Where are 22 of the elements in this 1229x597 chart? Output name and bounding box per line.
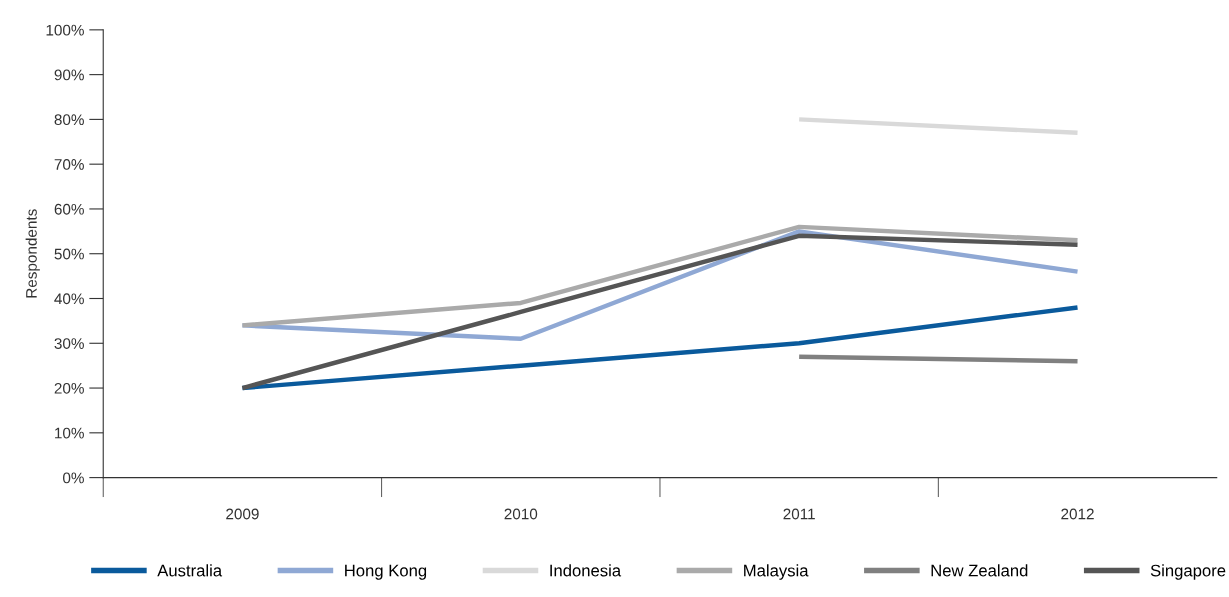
- y-tick-label: 20%: [54, 382, 84, 394]
- x-tick-label: 2011: [783, 508, 815, 520]
- y-axis-title: Respondents: [25, 209, 40, 298]
- y-tick-label: 70%: [54, 159, 84, 170]
- y-tick-label: 10%: [55, 427, 84, 439]
- y-tick-label: 50%: [54, 248, 84, 260]
- y-tick-label: 100%: [46, 24, 84, 36]
- y-tick-label: 0%: [63, 472, 84, 484]
- legend-label: Australia: [157, 564, 223, 577]
- y-tick-label: 30%: [54, 338, 84, 349]
- x-tick-label: 2009: [226, 508, 259, 520]
- y-tick-label: 60%: [54, 203, 84, 215]
- x-tick-label: 2012: [1061, 508, 1094, 520]
- y-tick-label: 80%: [54, 114, 84, 126]
- legend-label: Hong Kong: [345, 564, 427, 580]
- legend-label: Indonesia: [550, 564, 622, 577]
- x-tick-label: 2010: [504, 508, 538, 520]
- legend-label: Singapore: [1150, 564, 1226, 580]
- y-tick-label: 40%: [54, 293, 84, 305]
- y-tick-label: 90%: [54, 69, 84, 81]
- legend-label: Malaysia: [744, 564, 809, 580]
- legend-label: New Zealand: [931, 564, 1028, 577]
